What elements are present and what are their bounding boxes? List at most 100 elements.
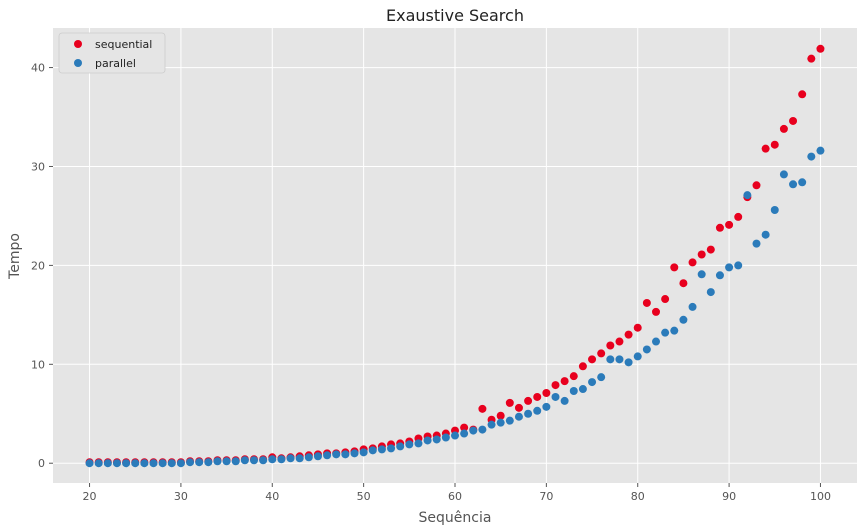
- point-parallel: [706, 288, 715, 297]
- point-parallel: [213, 457, 222, 466]
- x-tick-label: 30: [174, 490, 188, 503]
- point-parallel: [569, 387, 578, 396]
- point-parallel: [240, 456, 249, 465]
- point-parallel: [94, 459, 103, 468]
- point-sequential: [551, 381, 560, 390]
- point-sequential: [670, 263, 679, 272]
- point-sequential: [807, 54, 816, 63]
- y-axis-label: Tempo: [7, 233, 23, 280]
- point-parallel: [396, 442, 405, 451]
- point-parallel: [268, 455, 277, 464]
- x-tick-label: 50: [357, 490, 371, 503]
- point-parallel: [368, 446, 377, 455]
- point-parallel: [798, 178, 807, 187]
- grid-lines: [53, 28, 857, 483]
- point-sequential: [578, 362, 587, 371]
- point-parallel: [350, 449, 359, 458]
- point-sequential: [560, 377, 569, 386]
- point-parallel: [752, 239, 761, 248]
- point-sequential: [816, 44, 825, 53]
- point-parallel: [222, 457, 231, 466]
- chart-title: Exaustive Search: [386, 6, 524, 25]
- point-sequential: [798, 90, 807, 99]
- point-sequential: [542, 388, 551, 397]
- point-parallel: [176, 459, 185, 468]
- point-sequential: [725, 220, 734, 229]
- point-parallel: [770, 206, 779, 214]
- point-parallel: [551, 392, 560, 401]
- point-parallel: [505, 416, 514, 425]
- point-parallel: [725, 263, 734, 272]
- point-parallel: [816, 146, 825, 155]
- point-parallel: [789, 180, 798, 189]
- point-parallel: [807, 152, 816, 161]
- point-parallel: [131, 459, 140, 468]
- point-parallel: [122, 459, 131, 468]
- point-sequential: [505, 398, 514, 407]
- legend-label-sequential: sequential: [95, 38, 152, 51]
- x-tick-label: 20: [83, 490, 97, 503]
- point-parallel: [487, 420, 496, 429]
- point-sequential: [533, 392, 542, 401]
- point-sequential: [652, 307, 660, 316]
- x-axis-label: Sequência: [419, 510, 492, 526]
- point-parallel: [103, 459, 112, 468]
- point-parallel: [304, 453, 313, 462]
- point-parallel: [377, 445, 386, 454]
- x-tick-label: 80: [631, 490, 645, 503]
- x-tick-label: 70: [539, 490, 553, 503]
- legend-label-parallel: parallel: [95, 57, 136, 70]
- point-sequential: [478, 404, 487, 413]
- point-parallel: [277, 455, 286, 464]
- point-parallel: [441, 433, 450, 442]
- point-sequential: [524, 396, 533, 405]
- point-parallel: [478, 425, 487, 434]
- point-parallel: [761, 230, 770, 239]
- y-tick-label: 40: [31, 62, 45, 75]
- point-parallel: [615, 355, 624, 364]
- point-parallel: [642, 345, 651, 354]
- point-parallel: [186, 458, 195, 467]
- point-parallel: [295, 454, 304, 463]
- point-parallel: [597, 373, 606, 382]
- point-parallel: [167, 459, 176, 468]
- point-parallel: [560, 396, 569, 405]
- point-parallel: [588, 378, 597, 387]
- point-parallel: [451, 431, 459, 440]
- legend-marker-sequential: [74, 40, 82, 48]
- point-parallel: [734, 261, 743, 270]
- point-parallel: [624, 358, 633, 367]
- x-tick-label: 40: [265, 490, 279, 503]
- point-parallel: [542, 402, 551, 411]
- point-parallel: [149, 459, 158, 468]
- point-parallel: [578, 385, 587, 394]
- point-parallel: [423, 436, 432, 445]
- point-sequential: [569, 372, 578, 381]
- point-sequential: [460, 423, 469, 432]
- point-sequential: [597, 349, 606, 358]
- y-tick-label: 0: [38, 457, 45, 470]
- point-parallel: [533, 406, 542, 415]
- legend-marker-parallel: [74, 59, 82, 67]
- point-sequential: [514, 403, 523, 412]
- point-parallel: [633, 352, 642, 361]
- point-parallel: [259, 456, 268, 465]
- point-parallel: [204, 458, 213, 467]
- point-parallel: [323, 451, 332, 460]
- point-parallel: [715, 271, 724, 280]
- y-tick-label: 20: [31, 259, 45, 272]
- point-parallel: [341, 450, 350, 459]
- point-parallel: [679, 315, 688, 324]
- point-parallel: [286, 454, 295, 463]
- point-parallel: [85, 459, 94, 468]
- point-sequential: [588, 355, 597, 364]
- point-parallel: [779, 170, 788, 179]
- point-sequential: [633, 323, 642, 332]
- point-parallel: [140, 459, 149, 468]
- point-parallel: [524, 409, 533, 418]
- point-parallel: [112, 459, 121, 468]
- point-sequential: [615, 337, 624, 346]
- point-sequential: [642, 298, 651, 307]
- point-parallel: [688, 302, 697, 311]
